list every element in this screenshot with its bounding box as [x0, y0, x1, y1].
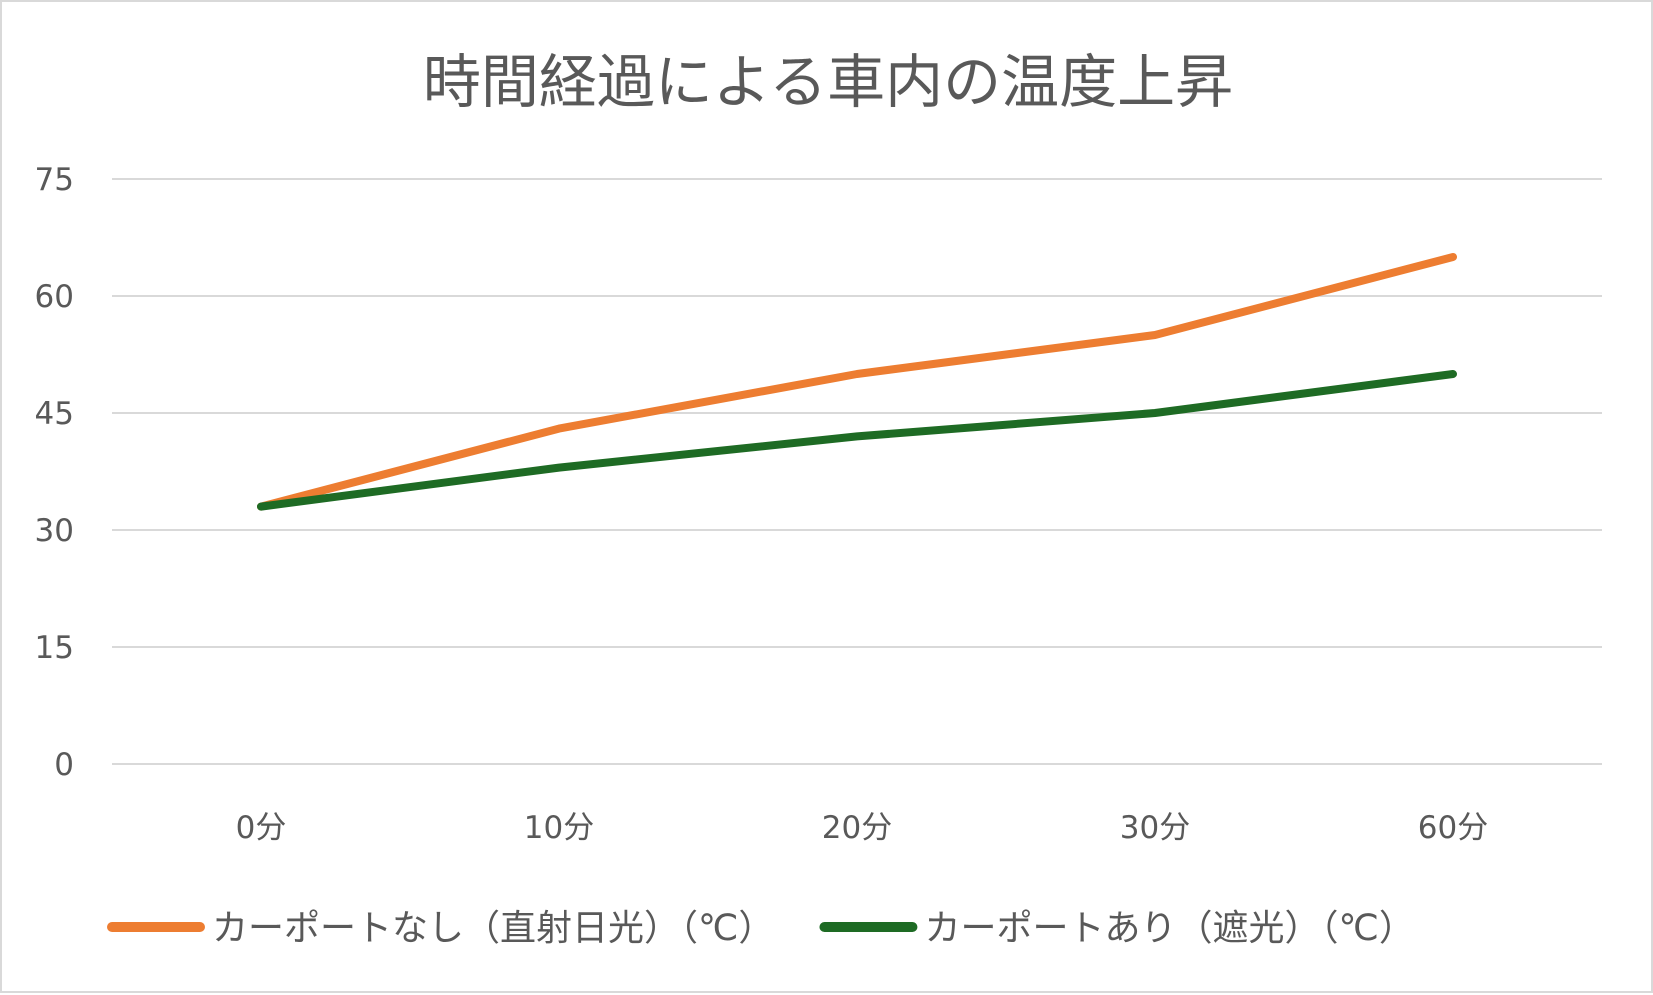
x-tick-label: 20分 [822, 810, 892, 846]
series-line-1 [257, 253, 1457, 511]
legend: カーポートなし（直射日光）（℃） カーポートあり（遮光）（℃） [107, 908, 1415, 949]
legend-label-2: カーポートあり（遮光）（℃） [924, 908, 1414, 949]
y-axis-tick-labels: 0 15 30 45 60 75 [35, 162, 74, 783]
y-tick-label: 75 [35, 162, 74, 198]
y-tick-label: 60 [35, 279, 74, 315]
chart-title: 時間経過による車内の温度上昇 [423, 48, 1233, 116]
y-tick-label: 15 [35, 630, 74, 666]
y-tick-label: 30 [35, 513, 74, 549]
y-tick-label: 0 [54, 747, 74, 783]
x-tick-label: 60分 [1418, 810, 1488, 846]
legend-label-1: カーポートなし（直射日光）（℃） [212, 908, 774, 949]
x-tick-label: 10分 [524, 810, 594, 846]
x-axis-tick-labels: 0分 10分 20分 30分 60分 [236, 810, 1489, 846]
x-tick-label: 0分 [236, 810, 287, 846]
gridlines [112, 178, 1602, 765]
x-tick-label: 30分 [1120, 810, 1190, 846]
series-line-2 [257, 370, 1457, 511]
y-tick-label: 45 [35, 396, 74, 432]
series-lines [257, 253, 1457, 511]
